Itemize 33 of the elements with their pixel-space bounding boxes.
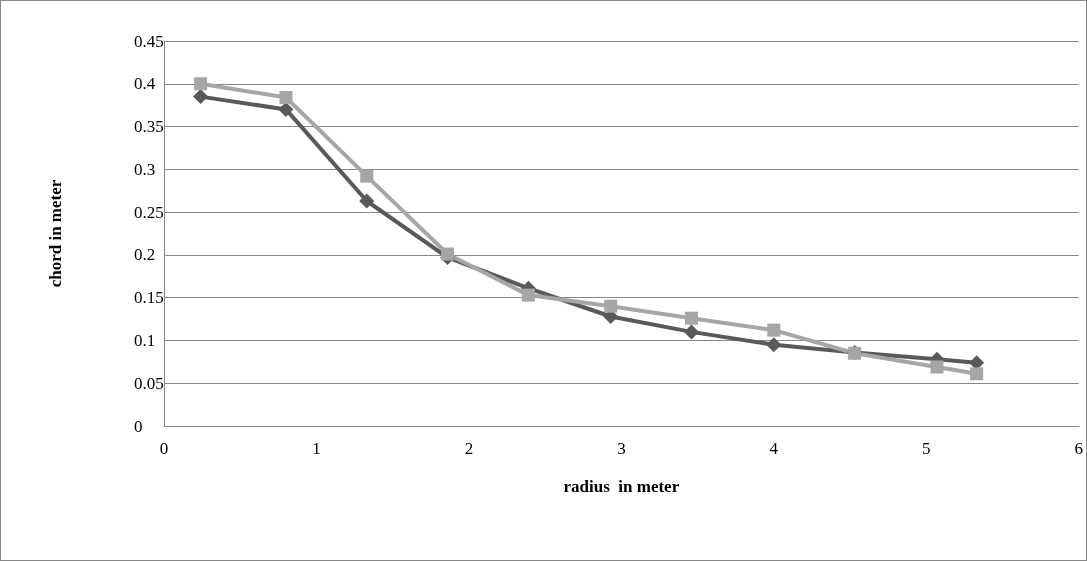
y-tick-label: 0.4	[134, 74, 156, 94]
y-tick-label: 0.25	[134, 202, 164, 222]
point	[279, 90, 293, 104]
point	[684, 324, 700, 340]
point	[193, 89, 209, 105]
point	[441, 247, 455, 261]
point	[521, 288, 535, 302]
x-axis-title: radius in meter	[563, 477, 680, 496]
x-tick-label: 5	[922, 439, 931, 458]
point	[278, 101, 294, 117]
y-tick-label: 0.3	[134, 159, 156, 179]
y-tick-label: 0.15	[134, 288, 164, 308]
y-tick-label: 0.1	[134, 330, 156, 350]
x-tick-label: 3	[617, 439, 626, 458]
point	[930, 360, 944, 374]
x-tick-label: 1	[312, 439, 321, 458]
point	[767, 323, 781, 337]
y-axis-title: chord in meter	[46, 179, 65, 288]
y-tick-label: 0.45	[134, 31, 164, 51]
point	[685, 311, 699, 325]
x-tick-label: 2	[464, 439, 474, 458]
y-tick-label: 0.05	[134, 373, 164, 393]
point	[194, 77, 208, 91]
x-tick-label: 4	[769, 439, 779, 458]
x-tick-label: 6	[1074, 439, 1083, 458]
point	[604, 299, 618, 313]
y-tick-label: 0.35	[134, 117, 164, 137]
point	[360, 169, 374, 183]
point	[766, 337, 782, 353]
y-tick-label: 0	[134, 416, 143, 436]
point	[970, 367, 984, 381]
point	[359, 193, 375, 209]
y-tick-label: 0.2	[134, 245, 156, 265]
